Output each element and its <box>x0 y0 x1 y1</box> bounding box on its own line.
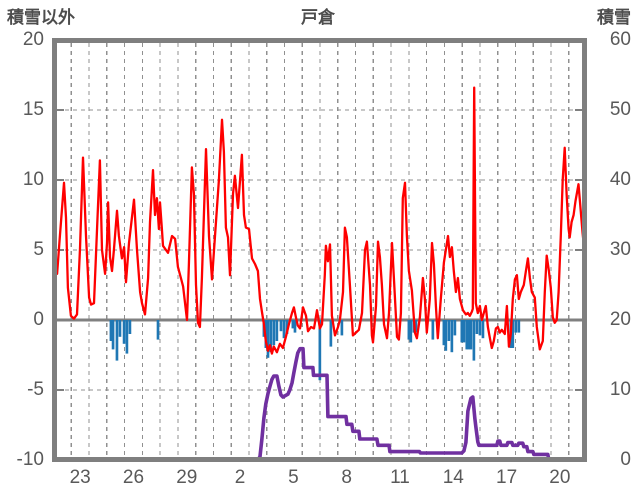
series-group <box>57 86 582 459</box>
precip-bar <box>109 320 113 341</box>
x-axis-tick-label: 2 <box>234 467 246 488</box>
x-axis-tick-label: 14 <box>442 467 464 488</box>
precip-bar <box>329 320 333 347</box>
left-axis-title: 積雪以外 <box>7 8 75 27</box>
x-axis-tick-label: 20 <box>549 467 571 488</box>
precip-bar <box>266 320 270 358</box>
precip-bar <box>318 320 322 381</box>
left-axis-tick-label: 0 <box>33 309 44 330</box>
precip-bar <box>467 320 471 350</box>
precip-bar <box>431 320 435 340</box>
gridlines <box>57 43 582 459</box>
precip-bar <box>409 320 413 343</box>
left-axis-tick-label: -5 <box>27 379 44 400</box>
right-axis-tick-label: 0 <box>620 449 631 470</box>
precip-bar <box>156 320 160 340</box>
precip-bar <box>269 320 273 353</box>
precip-bar <box>481 320 485 339</box>
x-axis-tick-label: 26 <box>122 467 145 488</box>
right-axis-tick-label: 20 <box>609 309 631 330</box>
x-axis-tick-label: 8 <box>341 467 352 488</box>
x-axis-tick-label: 29 <box>176 467 198 488</box>
precip-bar <box>442 320 446 346</box>
snow-depth-line <box>57 346 582 459</box>
x-axis-tick-label: 11 <box>390 467 410 488</box>
precip-bar <box>444 320 448 351</box>
left-axis-tick-label: 10 <box>22 169 44 190</box>
x-axis-tick-label: 23 <box>69 467 91 488</box>
precip-bar <box>279 320 283 332</box>
precip-bar <box>453 320 457 336</box>
precip-bar <box>128 320 132 334</box>
precip-bar <box>514 320 518 333</box>
precip-bar <box>275 320 279 341</box>
right-axis-tick-label: 10 <box>609 379 631 400</box>
precip-bar <box>469 320 473 350</box>
precip-bar <box>414 320 418 333</box>
precip-bar <box>472 320 476 361</box>
precip-bar <box>118 320 122 337</box>
right-axis-tick-label: 40 <box>609 169 631 190</box>
precip-bar <box>285 320 289 334</box>
precip-bar <box>462 320 466 343</box>
temperature-line <box>57 86 582 355</box>
precip-bar <box>450 320 454 353</box>
chart-title: 戸倉 <box>301 8 335 27</box>
precip-bar <box>407 320 411 340</box>
right-axis-tick-label: 60 <box>609 29 631 50</box>
precip-bar <box>465 320 469 350</box>
x-axis-tick-label: 5 <box>288 467 299 488</box>
precip-bar <box>517 320 521 333</box>
right-axis-tick-label: 50 <box>609 99 631 120</box>
precip-bar <box>340 320 344 336</box>
precip-bar <box>115 320 119 361</box>
precip-bar <box>478 320 482 336</box>
right-axis-title: 積雪 <box>597 8 631 27</box>
plot-border <box>52 38 587 462</box>
precip-bar <box>291 320 295 329</box>
precip-bar <box>475 320 479 334</box>
precip-bar <box>272 320 276 346</box>
precip-bar <box>111 320 115 350</box>
precip-bar <box>125 320 129 354</box>
precip-bar <box>460 320 464 343</box>
precip-bar <box>293 320 297 333</box>
precip-bar <box>511 320 515 348</box>
left-axis-tick-label: 15 <box>22 99 44 120</box>
precip-bar <box>282 320 286 339</box>
precip-bar <box>122 320 126 344</box>
left-axis-tick-label: 5 <box>33 239 44 260</box>
precip-bar <box>447 320 451 341</box>
left-axis-tick-label: 20 <box>22 29 44 50</box>
x-axis-tick-label: 17 <box>496 467 518 488</box>
left-axis-tick-label: -10 <box>16 449 44 470</box>
right-axis-tick-label: 30 <box>609 239 631 260</box>
